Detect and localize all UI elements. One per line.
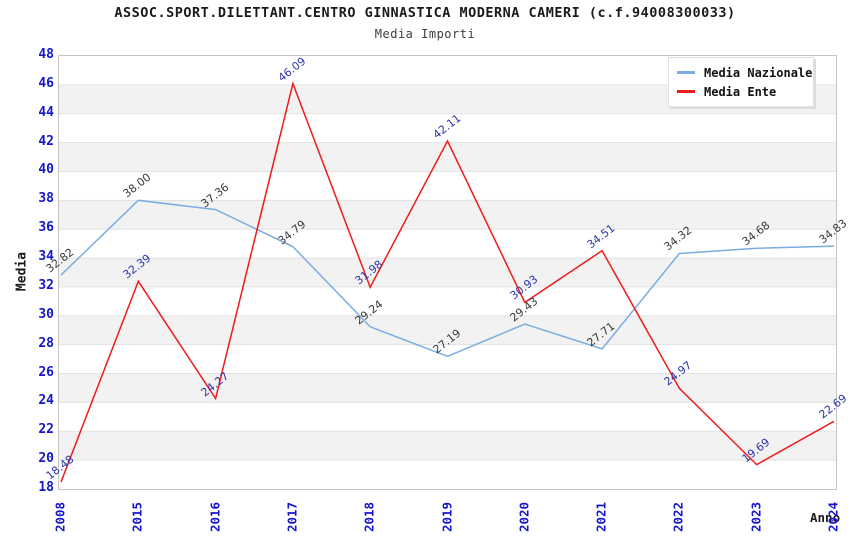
plot-band — [59, 431, 836, 461]
plot-band — [59, 229, 836, 259]
chart-subtitle: Media Importi — [374, 27, 476, 41]
y-tick-label: 20 — [38, 451, 54, 467]
y-tick-label: 32 — [38, 277, 54, 293]
y-tick-label: 22 — [38, 422, 54, 438]
plot-band — [59, 344, 836, 374]
y-tick-label: 28 — [38, 335, 54, 351]
x-tick-label: 2015 — [129, 501, 145, 533]
y-tick-label: 36 — [38, 220, 54, 236]
y-tick-label: 42 — [38, 133, 54, 149]
plot-band — [59, 315, 836, 345]
y-tick-label: 44 — [38, 104, 54, 120]
legend-item-media-nazionale: Media Nazionale — [677, 63, 812, 82]
x-axis-label: Anno — [810, 510, 841, 525]
x-tick-label: 2023 — [748, 501, 764, 533]
plot-band — [59, 142, 836, 172]
series-line-media-nazionale — [60, 199, 835, 358]
legend-label-nazionale: Media Nazionale — [704, 65, 813, 80]
y-tick-label: 48 — [38, 47, 54, 62]
chart-title: ASSOC.SPORT.DILETTANT.CENTRO GINNASTICA … — [114, 5, 736, 21]
x-tick-label: 2018 — [361, 501, 377, 533]
plot-band — [59, 460, 836, 489]
legend-label-ente: Media Ente — [704, 84, 777, 99]
y-tick-label: 26 — [38, 364, 54, 380]
plot-band — [59, 258, 836, 287]
x-tick-label: 2017 — [284, 501, 300, 533]
x-tick-label: 2020 — [516, 501, 532, 533]
series-line-media-ente — [60, 81, 835, 483]
plot-band — [59, 402, 836, 432]
x-tick-label: 2008 — [52, 501, 68, 533]
legend-item-media-ente: Media Ente — [677, 82, 805, 101]
y-tick-label: 18 — [38, 480, 54, 495]
x-tick-label: 2024 — [825, 501, 841, 533]
y-tick-label: 34 — [38, 249, 54, 265]
y-tick-label: 46 — [38, 75, 54, 91]
x-tick-label: 2022 — [670, 501, 686, 533]
x-tick-label: 2021 — [593, 501, 609, 533]
x-tick-label: 2016 — [207, 501, 223, 533]
plot-band — [59, 200, 836, 230]
plot-band — [59, 171, 836, 201]
legend-swatch-nazionale-icon — [677, 71, 695, 74]
plot-band — [59, 286, 836, 316]
legend-swatch-ente-icon — [677, 90, 695, 93]
y-tick-label: 24 — [38, 393, 54, 409]
x-tick-label: 2019 — [439, 501, 454, 533]
y-tick-label: 38 — [38, 191, 54, 207]
y-tick-label: 30 — [38, 306, 54, 322]
plot-band — [59, 373, 836, 403]
y-tick-label: 40 — [38, 162, 54, 178]
plot-band — [59, 113, 836, 143]
legend: Media Nazionale Media Ente — [668, 57, 814, 107]
